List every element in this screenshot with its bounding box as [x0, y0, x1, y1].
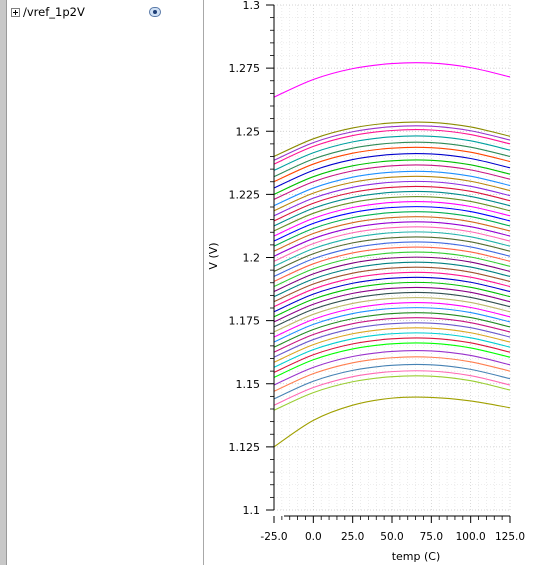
series-line-48: [273, 370, 511, 406]
series-line-30: [273, 271, 511, 308]
series-line-42: [273, 332, 511, 368]
series-line-50: [273, 396, 511, 448]
series-line-33: [273, 286, 511, 323]
series-line-24: [273, 241, 511, 277]
series-line-40: [273, 322, 511, 358]
series-line-18: [273, 211, 511, 247]
x-tick-label: 75.0: [420, 531, 443, 543]
series-line-38: [273, 312, 511, 348]
series-line-11: [273, 175, 511, 212]
series-line-36: [273, 302, 511, 338]
series-line-32: [273, 281, 511, 318]
series-line-26: [273, 251, 511, 288]
series-line-3: [273, 129, 511, 165]
y-tick-label: 1.3: [243, 0, 261, 12]
series-line-35: [273, 296, 511, 333]
y-tick-label: 1.15: [236, 378, 261, 391]
series-line-6: [273, 146, 511, 183]
series-line-1: [273, 121, 511, 158]
series-line-0: [273, 62, 511, 98]
y-tick-label: 1.2: [243, 252, 261, 265]
x-axis-label: temp (C): [392, 550, 441, 563]
series-line-17: [273, 206, 511, 242]
series-line-49: [273, 375, 511, 411]
series-line-22: [273, 231, 511, 267]
axes: 1.1 1.125 1.15 1.175 1.2 1.225 1.25 1.275 1.3 -25…: [229, 0, 526, 543]
tree-item-label: /vref_1p2V: [23, 5, 85, 19]
series-line-31: [273, 276, 511, 313]
series-line-34: [273, 291, 511, 328]
series-line-41: [273, 327, 511, 363]
x-tick-label: 0.0: [305, 531, 322, 543]
expand-icon[interactable]: [11, 7, 20, 17]
series-line-4: [273, 135, 511, 171]
x-tick-label: -25.0: [260, 531, 287, 543]
x-tick-label: 50.0: [380, 531, 403, 543]
x-tick-label: 25.0: [341, 531, 364, 543]
eye-icon[interactable]: [149, 7, 161, 17]
y-tick-label: 1.1: [243, 504, 261, 517]
series-line-25: [273, 246, 511, 282]
waveform-plot[interactable]: 1.1 1.125 1.15 1.175 1.2 1.225 1.25 1.275 1.3 -25…: [204, 0, 541, 565]
series-lines: [273, 62, 511, 448]
series-line-37: [273, 307, 511, 343]
tree-item-vref[interactable]: /vref_1p2V: [11, 4, 197, 20]
series-line-16: [273, 201, 511, 237]
series-line-19: [273, 216, 511, 252]
y-axis-label: V (V): [207, 242, 220, 269]
window-edge: [0, 0, 7, 565]
series-line-29: [273, 266, 511, 303]
series-line-8: [273, 159, 511, 195]
series-line-5: [273, 141, 511, 178]
series-line-39: [273, 317, 511, 353]
series-line-20: [273, 221, 511, 257]
series-line-46: [273, 356, 511, 392]
y-tick-label: 1.125: [229, 441, 261, 454]
y-tick-label: 1.275: [229, 62, 261, 75]
series-line-21: [273, 226, 511, 262]
signal-tree-panel: /vref_1p2V: [7, 0, 204, 565]
series-line-10: [273, 170, 511, 207]
series-line-23: [273, 236, 511, 272]
series-line-13: [273, 185, 511, 222]
series-line-44: [273, 342, 511, 378]
series-line-15: [273, 195, 511, 232]
series-line-14: [273, 190, 511, 227]
series-line-47: [273, 363, 511, 400]
series-line-27: [273, 256, 511, 293]
series-line-12: [273, 180, 511, 217]
series-line-2: [273, 125, 511, 161]
series-line-43: [273, 337, 511, 373]
y-tick-label: 1.225: [229, 188, 261, 201]
series-line-7: [273, 153, 511, 189]
series-line-28: [273, 261, 511, 298]
x-tick-label: 100.0: [456, 531, 486, 543]
x-tick-label: 125.0: [495, 531, 525, 543]
series-line-9: [273, 164, 511, 200]
chart-svg: 1.1 1.125 1.15 1.175 1.2 1.225 1.25 1.275 1.3 -25…: [207, 0, 526, 563]
series-line-45: [273, 349, 511, 386]
y-tick-label: 1.25: [236, 125, 261, 138]
y-tick-label: 1.175: [229, 315, 261, 328]
